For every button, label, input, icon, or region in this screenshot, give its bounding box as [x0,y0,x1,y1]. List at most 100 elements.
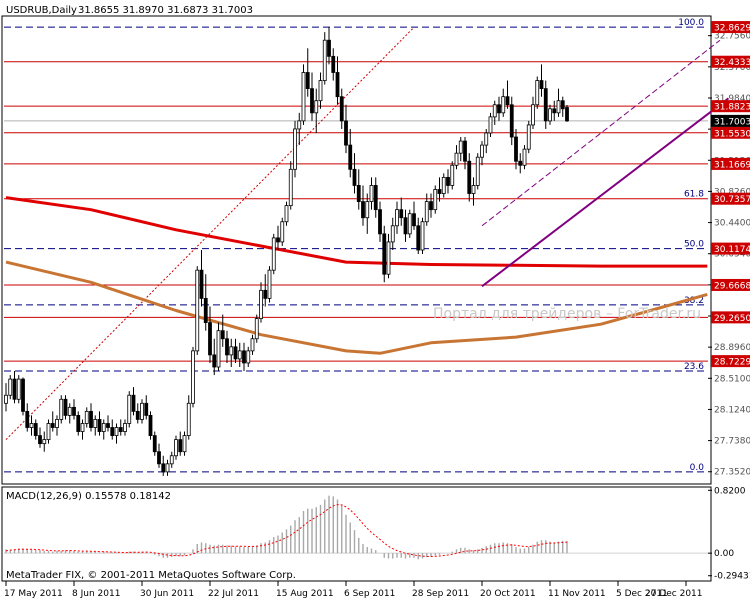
candle-body [348,144,353,170]
candle [161,455,166,476]
candle-body [565,107,569,122]
candle-body [454,152,459,166]
candle [407,209,412,238]
candle [556,88,561,117]
candle [212,338,217,376]
level-price-label: 32.8629 [714,24,750,34]
candle [288,161,293,210]
candle-body [535,80,540,106]
candle [148,411,153,440]
candle-body [276,237,280,243]
candle [463,137,467,170]
candle-body [382,233,387,275]
candle-body [416,225,421,251]
level-price-label: 28.7229 [714,358,750,368]
candle-body [186,402,191,436]
level-price-label: 30.1174 [714,245,750,255]
candle [501,88,506,117]
macd-tick-label: 0.8200 [714,486,746,496]
candle-body [522,148,527,166]
candle-body [178,439,183,453]
candles [4,27,569,476]
candle-body [518,160,523,166]
candle-body [59,398,64,420]
fib-label: 0.0 [690,463,705,473]
candle-body [318,80,323,102]
candle [237,342,242,367]
candle-body [492,104,497,118]
candle-body [284,205,289,223]
candle [110,419,115,440]
candle-body [263,289,268,299]
level-price-label: 29.2650 [714,314,750,324]
candle-body [63,398,68,416]
candle-body [356,185,361,202]
candle [80,419,85,440]
candle [395,201,399,234]
candle [373,177,378,218]
level-price-label: 31.8823 [714,103,750,113]
candle [195,266,200,355]
time-tick-label: 8 Jun 2011 [72,589,120,599]
candle [59,395,64,424]
current-price-box [711,114,750,127]
ma-fast-line [5,196,708,268]
candle [458,137,463,162]
candle [127,391,132,428]
level-price-box [711,126,750,139]
candle-body [203,298,208,324]
candle-body [233,346,238,360]
candle [4,383,8,412]
candle [33,419,38,440]
current-price-label: 31.7003 [714,117,750,127]
candle-body [157,451,161,465]
candle [382,225,387,283]
candle [89,403,93,432]
macd-tick-label: 0.00 [714,549,734,559]
candle [492,100,497,125]
candle-body [101,423,106,432]
level-price-label: 32.4333 [714,58,750,68]
candle-body [12,378,17,400]
candle [305,48,310,97]
level-price-box [711,21,750,34]
level-price-label: 31.5530 [714,129,750,139]
candle [16,375,21,404]
candle-body [67,406,72,416]
candle [514,128,518,170]
horizontal-levels: 100.0 61.8 50.0 38.2 23.6 0.0 [4,18,708,473]
candle [140,399,144,424]
candle-body [369,185,374,202]
candle [123,419,127,436]
candle-body [161,463,166,473]
candle-body [55,419,59,428]
candle [242,342,246,372]
candle-body [127,394,132,424]
candle-body [526,124,531,150]
candle [475,153,480,190]
candle-body [106,423,110,428]
candle-body [297,120,302,130]
candle [361,185,365,226]
candle-body [386,241,391,275]
candle-body [288,168,293,207]
candle [67,403,72,424]
candle [416,217,421,255]
candle [271,233,276,275]
candle [378,201,382,242]
level-price-box [711,242,750,255]
ma-slow-line [5,260,708,355]
price-tick-label: 32.7560 [714,32,750,42]
candle-body [505,96,510,106]
candle [526,120,531,154]
fib-label: 50.0 [684,240,704,250]
candle-body [33,423,38,436]
candle [55,415,59,436]
candle-body [373,185,378,211]
candle-body [531,104,535,126]
candle-body [97,419,102,432]
candle-body [110,427,115,436]
